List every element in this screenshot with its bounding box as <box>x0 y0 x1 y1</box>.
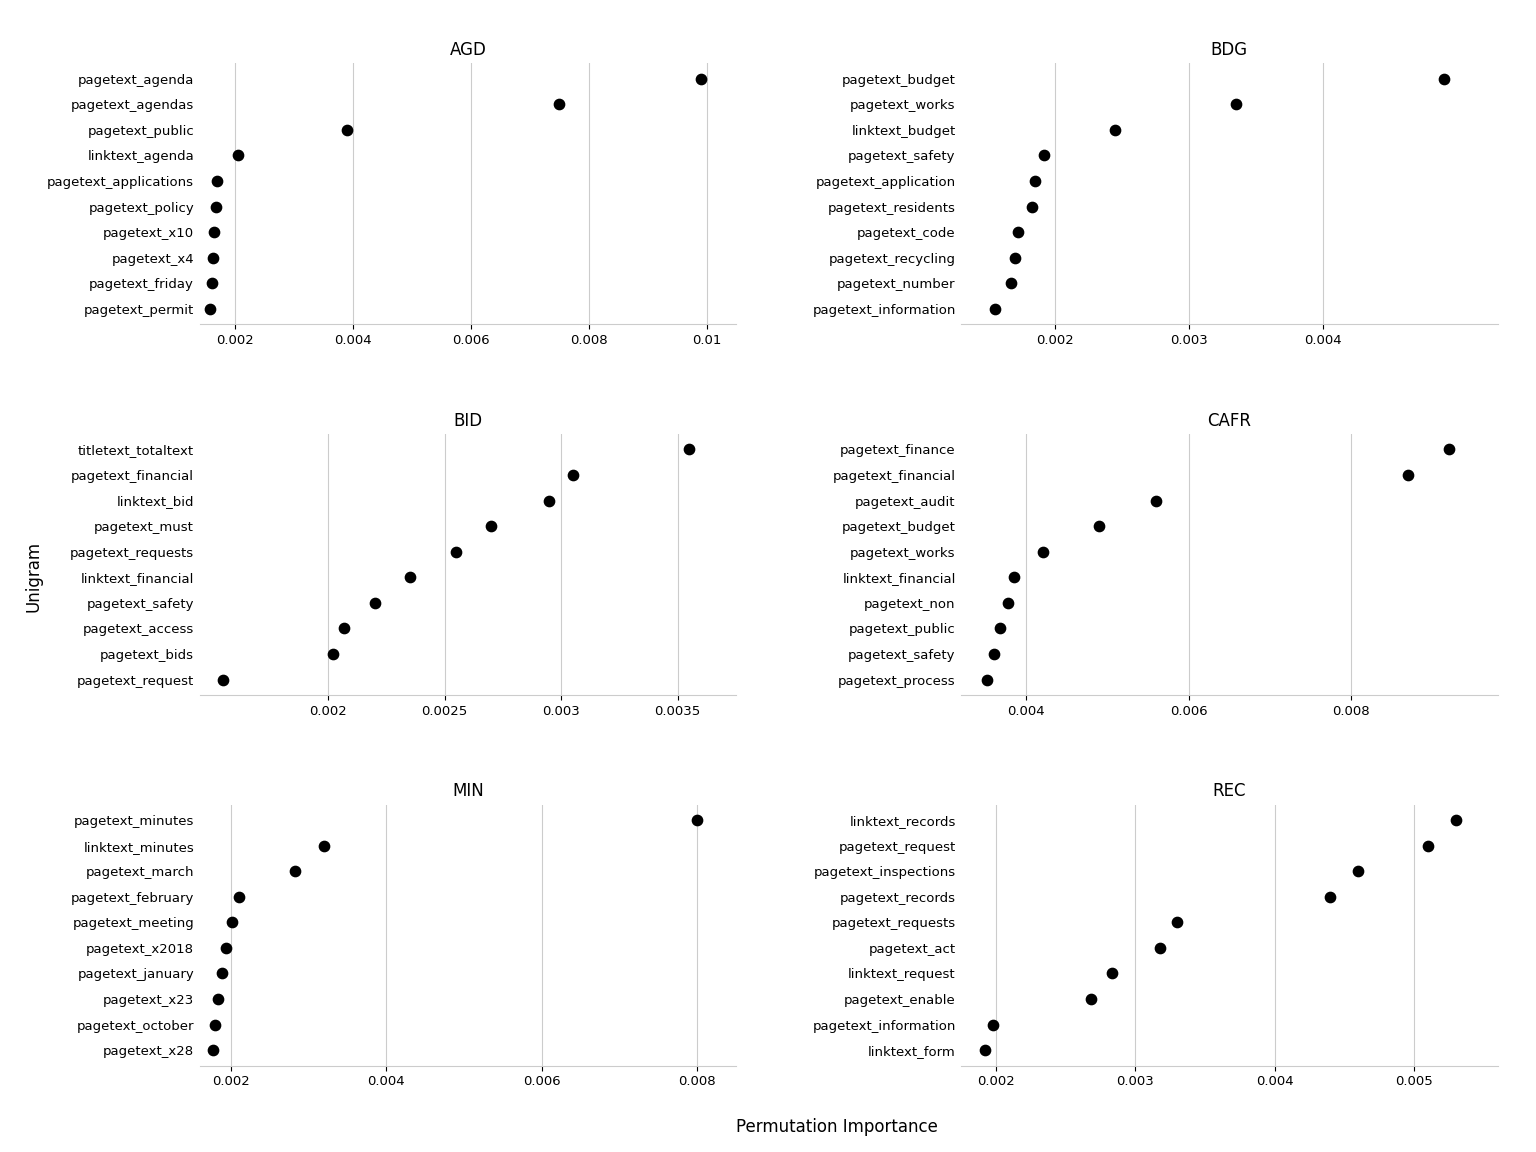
Title: MIN: MIN <box>452 782 484 801</box>
Title: BDG: BDG <box>1210 41 1247 59</box>
Point <box>201 249 226 267</box>
Point <box>561 465 585 484</box>
Point <box>1436 440 1461 458</box>
Point <box>1003 249 1028 267</box>
Point <box>1005 223 1029 242</box>
Point <box>198 300 223 318</box>
Point <box>982 1015 1006 1033</box>
Point <box>203 223 227 242</box>
Point <box>444 543 468 561</box>
Point <box>220 914 244 932</box>
Point <box>203 1015 227 1033</box>
Point <box>1031 543 1055 561</box>
Point <box>312 836 336 855</box>
Point <box>203 197 227 215</box>
Point <box>479 517 504 536</box>
Point <box>1001 568 1026 586</box>
Point <box>997 593 1021 612</box>
Point <box>1432 69 1456 88</box>
Point <box>206 990 230 1008</box>
Title: CAFR: CAFR <box>1207 411 1252 430</box>
Point <box>677 440 702 458</box>
Point <box>547 96 571 114</box>
Point <box>1346 862 1370 880</box>
Point <box>1032 146 1057 165</box>
Point <box>1318 887 1342 905</box>
Point <box>210 964 235 983</box>
Point <box>1023 172 1048 190</box>
Point <box>332 620 356 638</box>
Point <box>1078 990 1103 1008</box>
Point <box>200 274 224 293</box>
Point <box>321 645 346 664</box>
Point <box>1020 197 1044 215</box>
Point <box>538 491 562 509</box>
Point <box>972 1041 997 1060</box>
Point <box>685 811 710 829</box>
Point <box>1444 811 1468 829</box>
Text: Unigram: Unigram <box>25 540 43 612</box>
Point <box>1149 939 1174 957</box>
Point <box>982 645 1006 664</box>
Point <box>688 69 713 88</box>
Point <box>1100 964 1124 983</box>
Title: REC: REC <box>1213 782 1246 801</box>
Title: AGD: AGD <box>450 41 487 59</box>
Point <box>1164 914 1189 932</box>
Point <box>998 274 1023 293</box>
Point <box>1416 836 1441 855</box>
Point <box>226 146 250 165</box>
Point <box>983 300 1008 318</box>
Text: Permutation Importance: Permutation Importance <box>736 1117 938 1136</box>
Point <box>1103 121 1127 139</box>
Point <box>210 670 235 689</box>
Point <box>214 939 238 957</box>
Point <box>398 568 422 586</box>
Point <box>201 1041 226 1060</box>
Point <box>283 862 307 880</box>
Point <box>975 670 1000 689</box>
Point <box>362 593 387 612</box>
Title: BID: BID <box>453 411 482 430</box>
Point <box>335 121 359 139</box>
Point <box>988 620 1012 638</box>
Point <box>206 172 230 190</box>
Point <box>1144 491 1169 509</box>
Point <box>226 887 250 905</box>
Point <box>1087 517 1112 536</box>
Point <box>1224 96 1249 114</box>
Point <box>1396 465 1421 484</box>
